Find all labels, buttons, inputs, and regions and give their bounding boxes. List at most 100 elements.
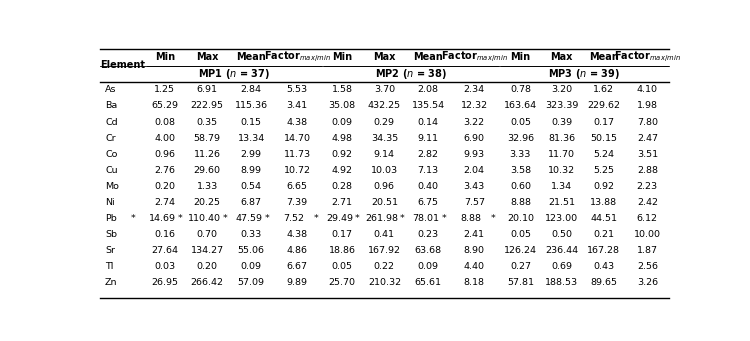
Text: 0.14: 0.14 (418, 118, 439, 127)
Text: 0.20: 0.20 (154, 182, 176, 191)
Text: 2.84: 2.84 (241, 85, 262, 94)
Text: 44.51: 44.51 (590, 214, 617, 223)
Text: 65.29: 65.29 (152, 101, 178, 110)
Text: Mo: Mo (105, 182, 119, 191)
Text: 0.69: 0.69 (551, 262, 572, 271)
Text: 0.33: 0.33 (241, 230, 262, 239)
Text: 2.71: 2.71 (332, 198, 352, 207)
Text: 3.51: 3.51 (637, 150, 658, 159)
Text: 10.32: 10.32 (548, 166, 575, 175)
Text: 0.78: 0.78 (510, 85, 531, 94)
Text: 8.99: 8.99 (241, 166, 262, 175)
Text: 21.51: 21.51 (548, 198, 575, 207)
Text: 9.93: 9.93 (464, 150, 484, 159)
Text: 0.05: 0.05 (510, 118, 531, 127)
Text: 20.10: 20.10 (507, 214, 534, 223)
Text: 1.62: 1.62 (593, 85, 614, 94)
Text: Cd: Cd (105, 118, 118, 127)
Text: 6.65: 6.65 (286, 182, 308, 191)
Text: 29.49: 29.49 (326, 214, 353, 223)
Text: 1.87: 1.87 (637, 246, 658, 255)
Text: 7.52: 7.52 (284, 214, 304, 223)
Text: 135.54: 135.54 (412, 101, 445, 110)
Text: 65.61: 65.61 (415, 279, 442, 287)
Text: 0.17: 0.17 (332, 230, 352, 239)
Text: Mean: Mean (413, 52, 443, 62)
Text: 4.38: 4.38 (286, 118, 308, 127)
Text: 236.44: 236.44 (545, 246, 578, 255)
Text: 222.95: 222.95 (190, 101, 224, 110)
Text: 2.74: 2.74 (154, 198, 176, 207)
Text: MP2 ($n$ = 38): MP2 ($n$ = 38) (375, 67, 447, 81)
Text: 6.90: 6.90 (464, 134, 484, 143)
Text: *: * (265, 214, 269, 223)
Text: *: * (355, 214, 359, 223)
Text: 1.33: 1.33 (196, 182, 218, 191)
Text: Min: Min (154, 52, 175, 62)
Text: 0.22: 0.22 (374, 262, 394, 271)
Text: 14.70: 14.70 (284, 134, 310, 143)
Text: 0.17: 0.17 (593, 118, 614, 127)
Text: 167.92: 167.92 (368, 246, 400, 255)
Text: 167.28: 167.28 (587, 246, 620, 255)
Text: 0.92: 0.92 (332, 150, 352, 159)
Text: 0.21: 0.21 (593, 230, 614, 239)
Text: Co: Co (105, 150, 118, 159)
Text: 110.40: 110.40 (188, 214, 221, 223)
Text: 0.05: 0.05 (332, 262, 352, 271)
Text: Element: Element (100, 60, 145, 71)
Text: 0.70: 0.70 (196, 230, 217, 239)
Text: Max: Max (374, 52, 395, 62)
Text: 188.53: 188.53 (545, 279, 578, 287)
Text: Max: Max (550, 52, 573, 62)
Text: 8.88: 8.88 (460, 214, 482, 223)
Text: 0.15: 0.15 (241, 118, 262, 127)
Text: 115.36: 115.36 (235, 101, 268, 110)
Text: 25.70: 25.70 (328, 279, 356, 287)
Text: 6.67: 6.67 (286, 262, 308, 271)
Text: Zn: Zn (105, 279, 118, 287)
Text: 34.35: 34.35 (370, 134, 398, 143)
Text: 7.13: 7.13 (418, 166, 439, 175)
Text: 3.20: 3.20 (551, 85, 572, 94)
Text: 13.88: 13.88 (590, 198, 617, 207)
Text: 0.60: 0.60 (510, 182, 531, 191)
Text: 323.39: 323.39 (544, 101, 578, 110)
Text: 20.51: 20.51 (370, 198, 398, 207)
Text: 63.68: 63.68 (415, 246, 442, 255)
Text: 2.99: 2.99 (241, 150, 262, 159)
Text: 3.58: 3.58 (510, 166, 531, 175)
Text: 6.12: 6.12 (637, 214, 658, 223)
Text: 229.62: 229.62 (587, 101, 620, 110)
Text: 2.04: 2.04 (464, 166, 484, 175)
Text: 29.60: 29.60 (194, 166, 220, 175)
Text: MP1 ($n$ = 37): MP1 ($n$ = 37) (198, 67, 270, 81)
Text: 1.98: 1.98 (637, 101, 658, 110)
Text: Factor$_{max/min}$: Factor$_{max/min}$ (614, 49, 681, 65)
Text: *: * (400, 214, 404, 223)
Text: 55.06: 55.06 (238, 246, 265, 255)
Text: 81.36: 81.36 (548, 134, 575, 143)
Text: 11.70: 11.70 (548, 150, 575, 159)
Text: *: * (491, 214, 496, 223)
Text: *: * (130, 214, 135, 223)
Text: 0.50: 0.50 (551, 230, 572, 239)
Text: 163.64: 163.64 (504, 101, 537, 110)
Text: 6.91: 6.91 (196, 85, 217, 94)
Text: 6.87: 6.87 (241, 198, 262, 207)
Text: 4.86: 4.86 (286, 246, 308, 255)
Text: 57.09: 57.09 (238, 279, 265, 287)
Text: 0.54: 0.54 (241, 182, 262, 191)
Text: 58.79: 58.79 (194, 134, 220, 143)
Text: 9.89: 9.89 (286, 279, 308, 287)
Text: Max: Max (196, 52, 218, 62)
Text: 10.00: 10.00 (634, 230, 661, 239)
Text: Ni: Ni (105, 198, 115, 207)
Text: 2.82: 2.82 (418, 150, 439, 159)
Text: 5.25: 5.25 (593, 166, 614, 175)
Text: Factor$_{max/min}$: Factor$_{max/min}$ (264, 49, 331, 65)
Text: 0.09: 0.09 (241, 262, 262, 271)
Text: 2.08: 2.08 (418, 85, 439, 94)
Text: 8.88: 8.88 (510, 198, 531, 207)
Text: Mean: Mean (236, 52, 266, 62)
